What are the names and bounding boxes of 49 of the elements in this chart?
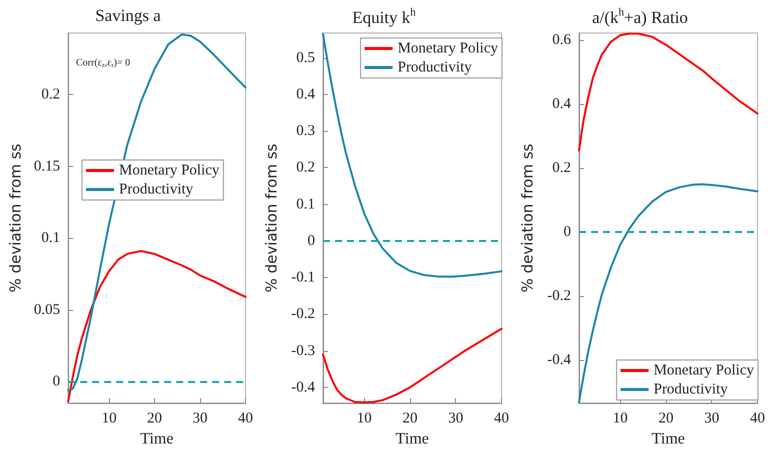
- x-tick-label: 40: [750, 410, 765, 427]
- y-tick-label: -0.3: [291, 342, 315, 359]
- y-tick-label: 0: [52, 374, 60, 390]
- y-tick-label: 0.6: [552, 32, 572, 48]
- x-tick-label: 40: [238, 410, 253, 427]
- y-tick-label: 0.5: [296, 50, 315, 66]
- x-tick-label: 10: [102, 410, 117, 427]
- y-tick-label: 0.2: [41, 86, 60, 103]
- x-axis-title: Time: [140, 430, 174, 448]
- y-tick-label: -0.2: [547, 288, 571, 304]
- x-tick-label: 20: [658, 410, 674, 427]
- y-tick-label: 0.05: [34, 302, 60, 318]
- y-tick-label: -0.1: [291, 270, 315, 286]
- y-tick-label: -0.4: [291, 379, 316, 396]
- legend-label: Monetary Policy: [398, 40, 498, 56]
- y-tick-label: 0.2: [296, 160, 315, 176]
- y-axis-title: % deviation from ss: [6, 143, 24, 292]
- y-tick-label: 0.4: [552, 96, 572, 112]
- x-tick-label: 30: [192, 410, 208, 427]
- x-tick-label: 40: [494, 410, 509, 427]
- legend-label: Productivity: [398, 60, 472, 76]
- y-tick-label: 0.15: [34, 158, 60, 174]
- y-axis-title: % deviation from ss: [518, 143, 536, 292]
- y-tick-label: 0: [308, 232, 315, 249]
- y-tick-label: -0.4: [547, 352, 572, 368]
- chart-title: Savings a: [95, 6, 162, 25]
- x-axis-title: Time: [396, 430, 429, 448]
- x-tick-label: 20: [402, 410, 418, 427]
- legend-label: Monetary Policy: [119, 162, 220, 178]
- y-tick-label: 0.1: [296, 196, 315, 212]
- y-tick-label: -0.2: [291, 306, 315, 322]
- x-tick-label: 30: [448, 410, 464, 427]
- line-series: [67, 33, 246, 392]
- x-tick-label: 10: [612, 410, 628, 427]
- legend-label: Productivity: [119, 182, 194, 198]
- y-tick-label: 0: [564, 224, 571, 240]
- x-axis-title: Time: [652, 430, 685, 448]
- legend-label: Productivity: [654, 382, 728, 398]
- legend-label: Monetary Policy: [654, 362, 754, 378]
- y-tick-label: 0.1: [41, 230, 60, 246]
- y-axis-title: % deviation from ss: [262, 143, 280, 292]
- y-tick-label: 0.3: [296, 123, 315, 140]
- y-tick-label: 0.4: [296, 86, 316, 102]
- line-series: [322, 33, 502, 278]
- x-tick-label: 30: [704, 410, 720, 427]
- y-tick-label: 0.2: [552, 160, 571, 176]
- line-series: [578, 32, 758, 152]
- x-tick-label: 10: [356, 410, 372, 427]
- x-tick-label: 20: [147, 410, 162, 427]
